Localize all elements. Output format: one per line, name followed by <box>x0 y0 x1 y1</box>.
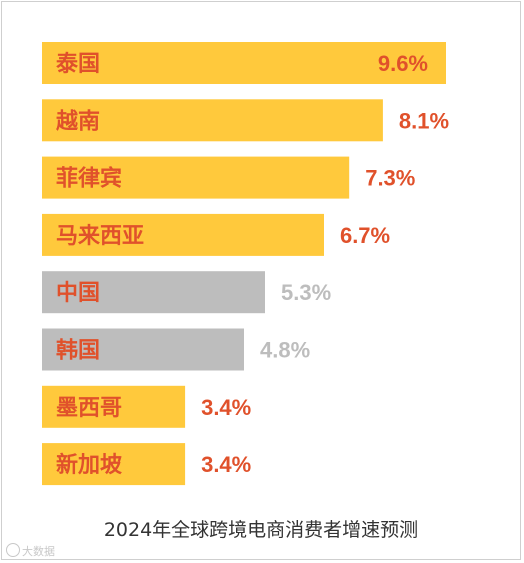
bar-1 <box>42 99 383 142</box>
watermark: 大数据 <box>6 543 55 559</box>
bar-value-label: 8.1% <box>399 108 449 133</box>
bar-4 <box>42 271 265 314</box>
bar-value-label: 4.8% <box>260 338 310 363</box>
chart-title: 2024年全球跨境电商消费者增速预测 <box>103 519 419 541</box>
bar-category-label: 越南 <box>55 109 100 134</box>
bar-0 <box>42 42 446 84</box>
bar-category-label: 中国 <box>56 281 100 306</box>
bar-value-label: 9.6% <box>378 51 428 76</box>
watermark-text: 大数据 <box>22 545 55 558</box>
bar-category-label: 泰国 <box>55 52 100 77</box>
bar-value-label: 7.3% <box>365 166 415 191</box>
bar-category-label: 韩国 <box>56 338 100 364</box>
bar-2 <box>42 156 350 199</box>
bar-6 <box>42 385 186 428</box>
bar-category-label: 马来西亚 <box>56 224 144 249</box>
bar-value-label: 3.4% <box>201 452 251 477</box>
bar-category-label: 墨西哥 <box>56 396 122 421</box>
bar-chart: 泰国 9.6% 越南 8.1% 菲律宾 7.3% 马来西亚 6.7% 中国 5.3% 韩国 4.8% 墨… <box>42 42 449 486</box>
bar-7 <box>42 443 186 486</box>
bar-value-label: 3.4% <box>201 395 251 420</box>
bar-value-label: 5.3% <box>281 280 331 305</box>
weibo-icon <box>6 543 20 557</box>
bar-3 <box>42 213 324 256</box>
bar-category-label: 新加坡 <box>56 452 122 478</box>
bar-value-label: 6.7% <box>340 223 390 248</box>
bar-category-label: 菲律宾 <box>56 166 122 192</box>
bar-5 <box>42 328 244 371</box>
